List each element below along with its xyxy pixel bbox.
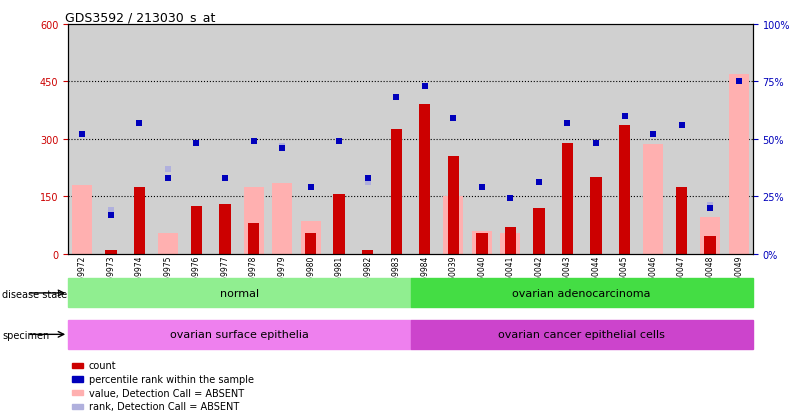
Bar <box>729 74 749 254</box>
Text: ovarian surface epithelia: ovarian surface epithelia <box>170 330 308 339</box>
Text: disease state: disease state <box>2 289 67 299</box>
Bar <box>562 143 574 254</box>
Bar <box>590 178 602 254</box>
Bar <box>305 233 316 254</box>
Bar <box>68 320 410 349</box>
Bar <box>191 206 202 254</box>
Bar <box>533 208 545 254</box>
Bar <box>105 250 117 254</box>
Bar <box>391 130 402 254</box>
Bar <box>244 187 264 254</box>
Text: value, Detection Call = ABSENT: value, Detection Call = ABSENT <box>89 388 244 398</box>
Text: GDS3592 / 213030_s_at: GDS3592 / 213030_s_at <box>65 11 215 24</box>
Bar <box>158 233 178 254</box>
Bar <box>219 204 231 254</box>
Bar <box>619 126 630 254</box>
Bar <box>501 233 521 254</box>
Bar <box>448 157 459 254</box>
Bar <box>476 233 488 254</box>
Text: specimen: specimen <box>2 330 50 340</box>
Bar <box>700 218 720 254</box>
Text: ovarian adenocarcinoma: ovarian adenocarcinoma <box>513 288 651 298</box>
Bar <box>643 145 663 254</box>
Bar <box>362 250 373 254</box>
Bar <box>68 279 410 308</box>
Bar <box>419 105 430 254</box>
Bar <box>676 187 687 254</box>
Bar <box>272 183 292 254</box>
Text: rank, Detection Call = ABSENT: rank, Detection Call = ABSENT <box>89 401 239 411</box>
Bar <box>333 195 345 254</box>
Text: ovarian cancer epithelial cells: ovarian cancer epithelial cells <box>498 330 665 339</box>
Bar <box>300 221 320 254</box>
Text: normal: normal <box>219 288 259 298</box>
Bar <box>410 279 753 308</box>
Text: percentile rank within the sample: percentile rank within the sample <box>89 374 254 384</box>
Bar <box>443 197 463 254</box>
Bar <box>704 237 716 254</box>
Bar <box>505 227 516 254</box>
Bar <box>472 231 492 254</box>
Bar <box>248 223 260 254</box>
Bar <box>134 187 145 254</box>
Text: count: count <box>89 361 116 370</box>
Bar <box>410 320 753 349</box>
Bar <box>72 185 92 254</box>
